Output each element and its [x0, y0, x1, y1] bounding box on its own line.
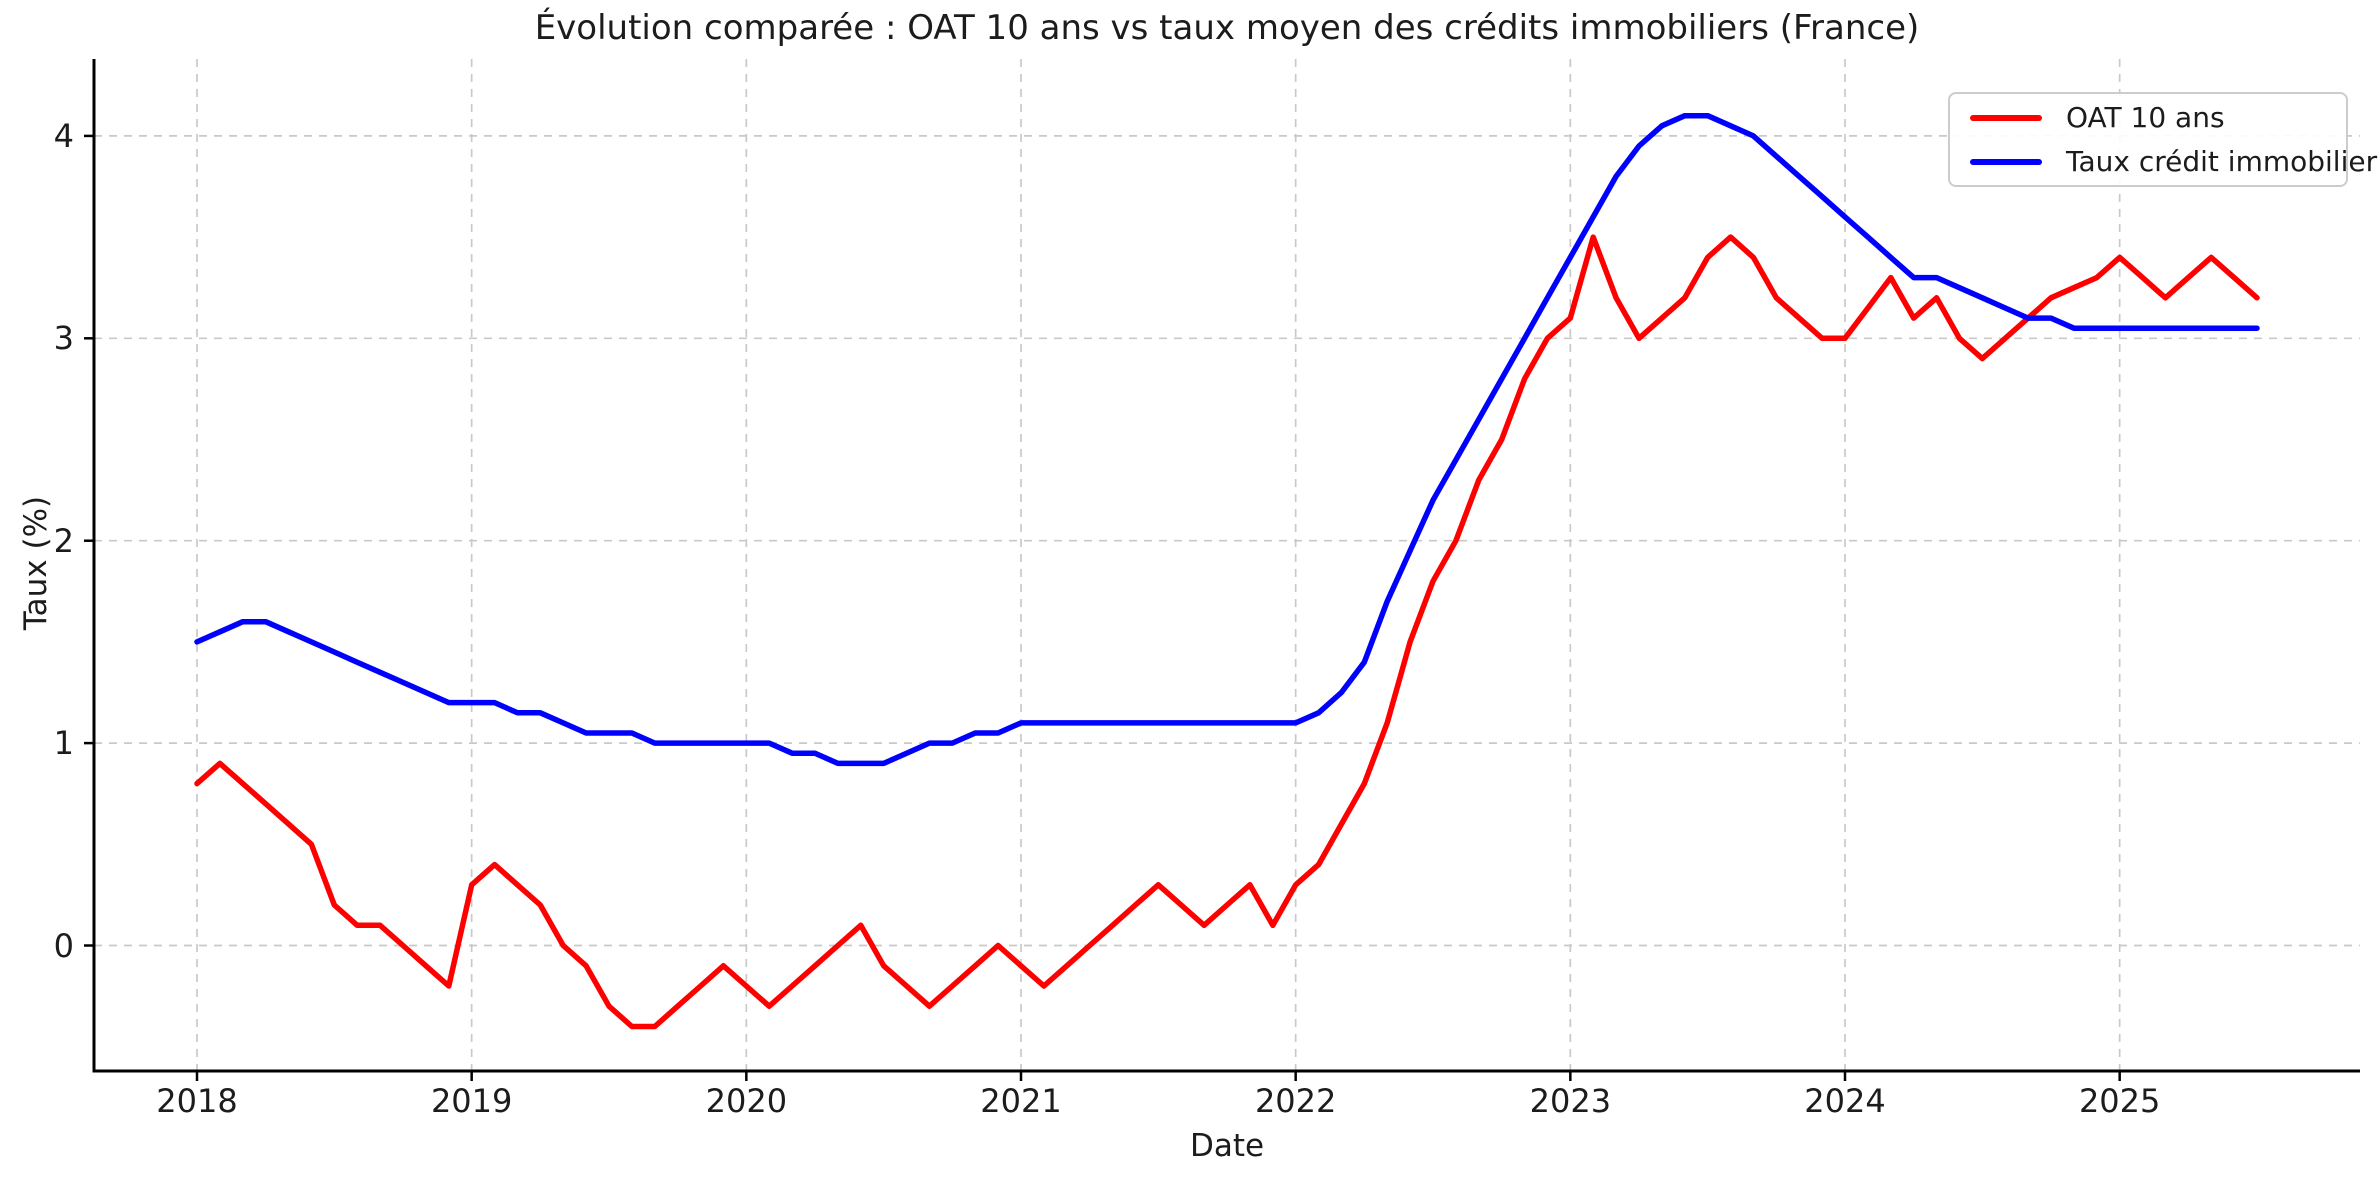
x-tick-label: 2024: [1804, 1082, 1886, 1120]
legend-swatch-red-line: [1970, 114, 2042, 121]
x-tick-label: 2020: [705, 1082, 788, 1120]
chart-title: Évolution comparée : OAT 10 ans vs taux …: [534, 8, 1920, 48]
x-tick-label: 2022: [1254, 1082, 1337, 1120]
y-tick-label: 4: [53, 116, 74, 155]
legend-label: OAT 10 ans: [2066, 101, 2225, 134]
y-tick-label: 0: [53, 926, 74, 965]
x-tick-label: 2021: [980, 1082, 1062, 1120]
y-tick-label: 1: [53, 724, 74, 763]
y-tick-label: 2: [53, 521, 74, 560]
x-tick-label: 2025: [2078, 1082, 2161, 1120]
legend-entry-credit: Taux crédit immobilier: [1950, 145, 2377, 179]
x-tick-label: 2019: [430, 1082, 513, 1120]
y-tick-label: 3: [53, 319, 74, 358]
x-tick-label: 2023: [1529, 1082, 1612, 1120]
data-line-taux-credit-immobilier: [194, 112, 2260, 767]
x-tick-label: 2018: [156, 1082, 238, 1120]
y-axis-label: Taux (%): [18, 495, 54, 631]
legend-label: Taux crédit immobilier: [2066, 145, 2378, 178]
legend-entry-oat: OAT 10 ans: [1950, 101, 2346, 135]
legend: OAT 10 ans Taux crédit immobilier: [1948, 92, 2377, 187]
data-line-oat-10-ans: [194, 234, 2260, 1030]
x-axis-label: Date: [1189, 1128, 1265, 1164]
legend-swatch-blue-line: [1970, 158, 2042, 165]
